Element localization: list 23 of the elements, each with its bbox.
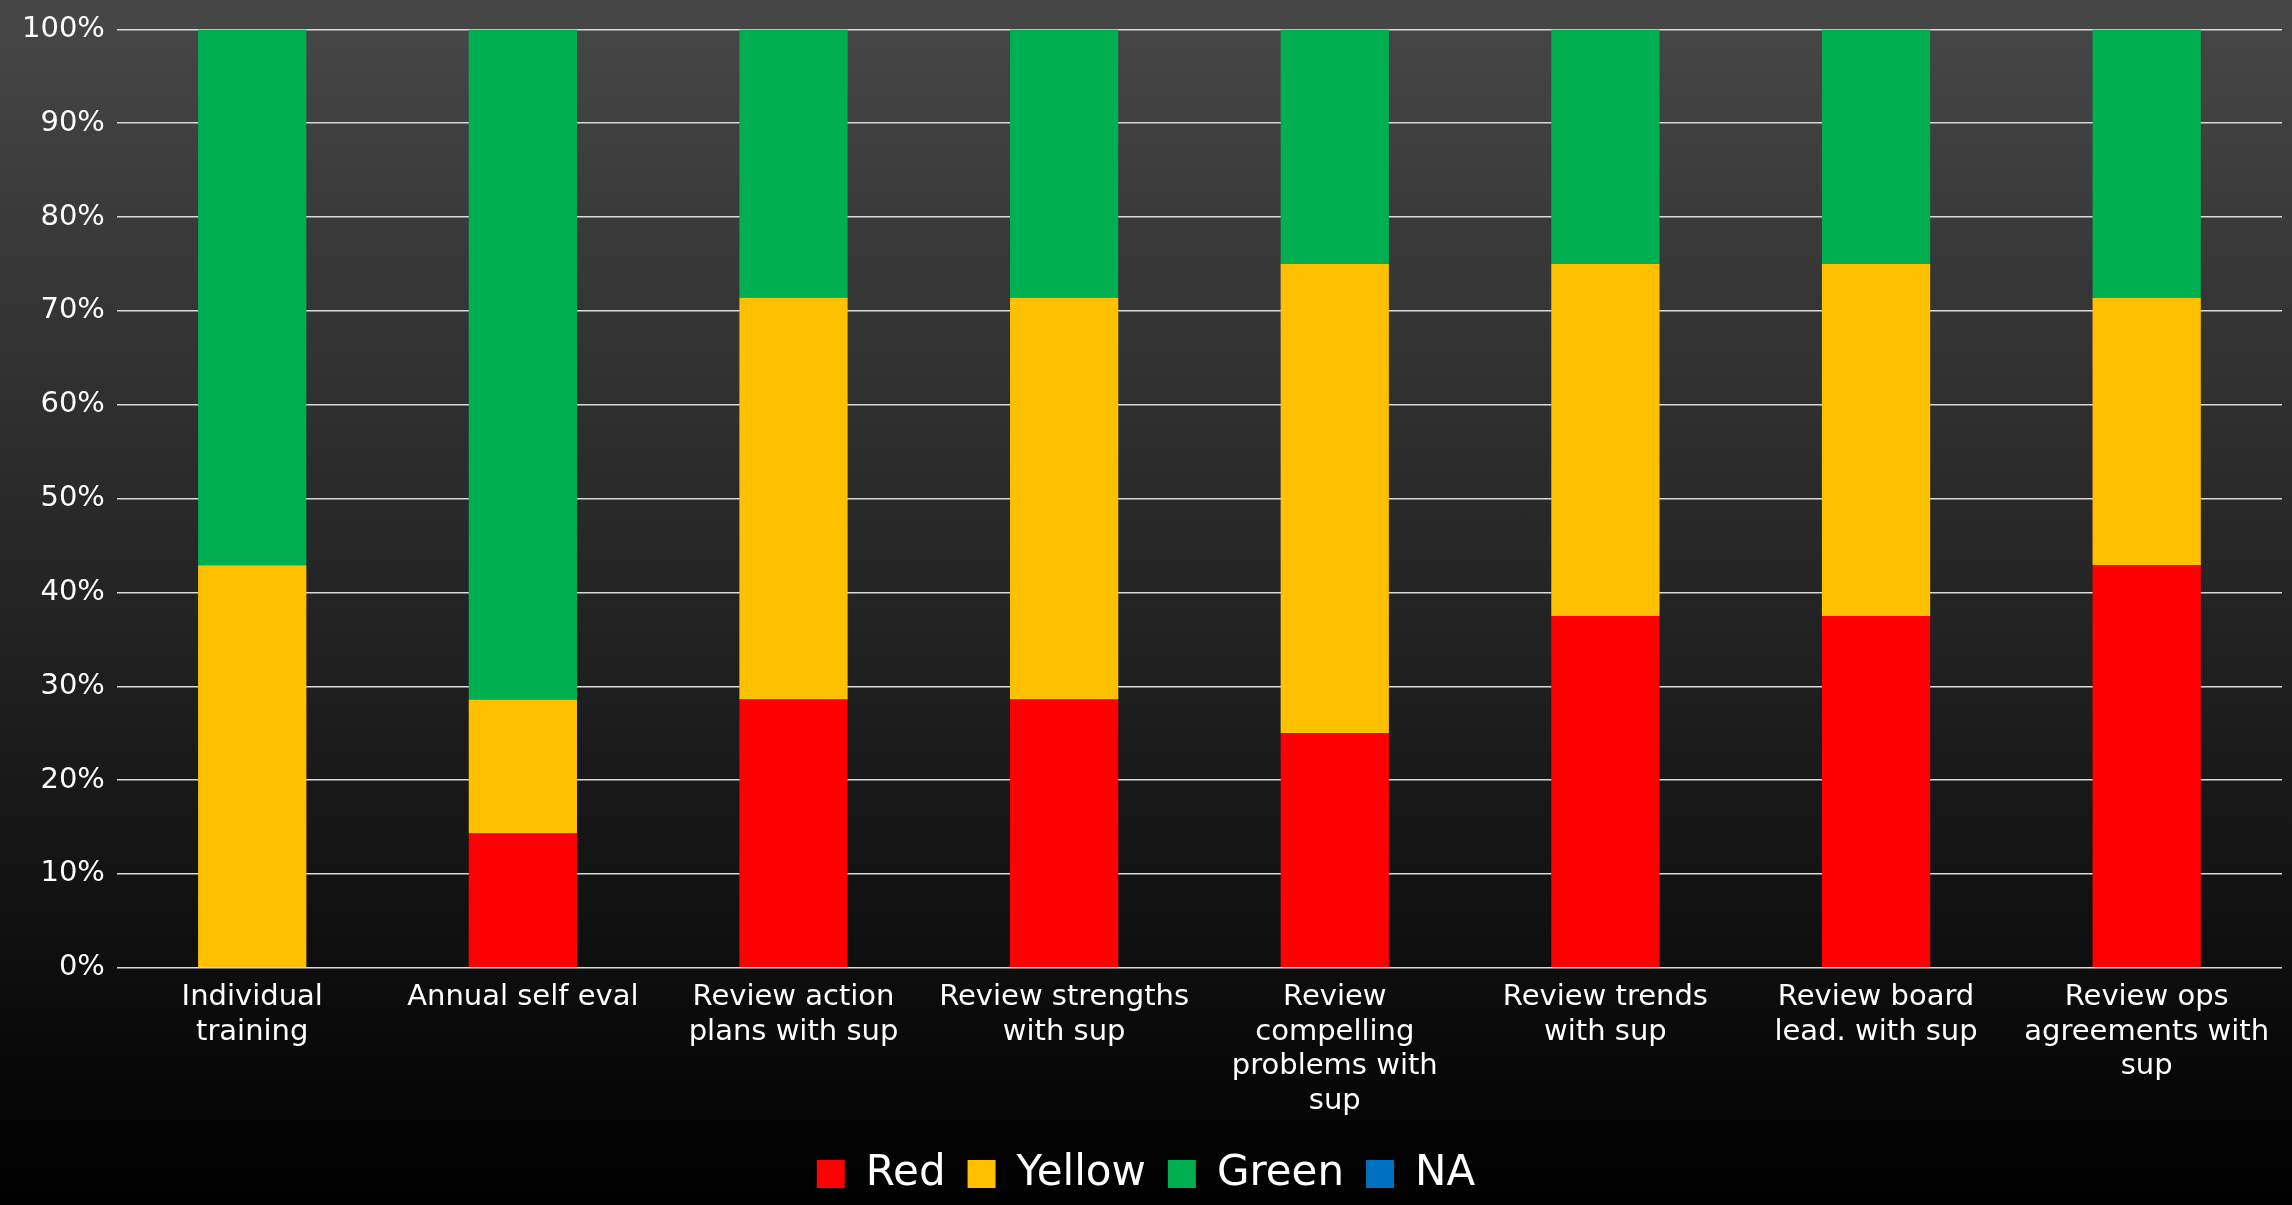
x-tick-label: Review action plans with sup — [688, 977, 899, 1047]
legend-label: Red — [865, 1145, 946, 1195]
legend-label: NA — [1415, 1145, 1476, 1195]
y-tick-label: 100% — [21, 9, 105, 44]
x-tick-label: Review ops agreements with sup — [2024, 977, 2270, 1082]
y-tick-label: 40% — [40, 572, 105, 607]
x-tick-label: Review strengths with sup — [939, 977, 1190, 1047]
y-tick-label: 50% — [40, 479, 105, 514]
x-tick-label: Review compelling problems with sup — [1231, 977, 1438, 1117]
y-tick-label: 20% — [40, 760, 105, 795]
y-tick-label: 80% — [40, 197, 105, 232]
y-tick-label: 30% — [40, 666, 105, 701]
y-tick-label: 0% — [58, 948, 105, 983]
y-tick-label: 70% — [40, 291, 105, 326]
x-tick-label: Review board lead. with sup — [1774, 977, 1978, 1047]
x-tick-label: Review trends with sup — [1502, 977, 1708, 1047]
legend-label: Green — [1216, 1145, 1345, 1195]
y-tick-label: 10% — [40, 854, 105, 889]
legend-label: Yellow — [1015, 1145, 1146, 1195]
x-tick-label: Annual self eval — [407, 977, 639, 1012]
y-tick-label: 90% — [40, 103, 105, 138]
y-tick-label: 60% — [40, 385, 105, 420]
x-tick-label: Individual training — [181, 977, 323, 1047]
